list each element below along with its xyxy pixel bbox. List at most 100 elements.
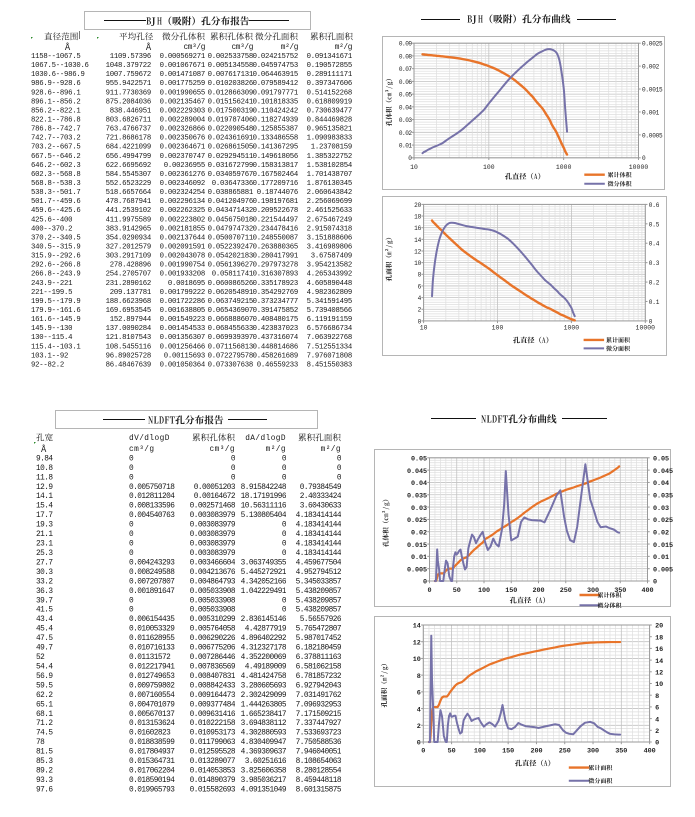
svg-text:0.209522678: 0.209522678 [253, 207, 298, 215]
svg-text:cm³/g: cm³/g [129, 445, 154, 454]
svg-text:803.6826711: 803.6826711 [105, 117, 150, 125]
svg-text:0.002289004: 0.002289004 [159, 117, 204, 125]
svg-text:875.2084036: 875.2084036 [105, 99, 150, 107]
svg-text:955.9422571: 955.9422571 [105, 80, 150, 88]
svg-text:0.010053329: 0.010053329 [129, 626, 175, 634]
svg-text:0.335178923: 0.335178923 [253, 280, 298, 288]
svg-text:0.133486558: 0.133486558 [253, 135, 298, 143]
svg-text:4.352200069: 4.352200069 [240, 654, 285, 662]
svg-text:3.985036217: 3.985036217 [240, 777, 285, 785]
svg-text:0.177209716: 0.177209716 [253, 180, 298, 188]
svg-text:18.17191996: 18.17191996 [240, 493, 285, 501]
svg-text:0.289111171: 0.289111171 [307, 71, 352, 79]
svg-text:4.605890448: 4.605890448 [307, 280, 352, 288]
svg-text:179.9--161.6: 179.9--161.6 [31, 307, 81, 315]
svg-text:0.043471432: 0.043471432 [207, 207, 252, 215]
svg-text:0.001990655: 0.001990655 [159, 89, 204, 97]
svg-text:5.438209857: 5.438209857 [295, 597, 340, 605]
svg-text:383.9142965: 383.9142965 [105, 226, 150, 234]
svg-text:43.4: 43.4 [36, 616, 53, 624]
svg-text:0.038865881: 0.038865881 [207, 189, 252, 197]
svg-text:33.2: 33.2 [36, 579, 53, 587]
svg-text:0.012811204: 0.012811204 [129, 493, 175, 501]
svg-text:0.001990754: 0.001990754 [159, 262, 204, 270]
svg-text:6.119191159: 6.119191159 [307, 316, 352, 324]
svg-text:0.012217941: 0.012217941 [129, 664, 175, 672]
svg-text:0.618809919: 0.618809919 [307, 99, 352, 107]
svg-text:0: 0 [231, 474, 235, 482]
svg-text:3.063749355: 3.063749355 [240, 560, 285, 568]
svg-text:17.7: 17.7 [36, 512, 53, 520]
svg-text:0.00164672: 0.00164672 [194, 493, 235, 501]
svg-text:250: 250 [559, 748, 571, 756]
svg-text:0.408480175: 0.408480175 [253, 316, 298, 324]
svg-text:4.481424758: 4.481424758 [240, 673, 285, 681]
svg-text:100: 100 [492, 324, 504, 331]
svg-text:0.012749653: 0.012749653 [129, 673, 175, 681]
svg-text:1.444263805: 1.444263805 [240, 701, 285, 709]
svg-text:21.1: 21.1 [36, 531, 53, 539]
svg-text:0.003083979: 0.003083979 [189, 550, 234, 558]
svg-text:0.010222158: 0.010222158 [189, 720, 234, 728]
svg-text:6.927942043: 6.927942043 [295, 683, 340, 691]
svg-text:0.002346092: 0.002346092 [159, 180, 204, 188]
svg-text:10.56311116: 10.56311116 [240, 503, 285, 511]
svg-text:1109.57396: 1109.57396 [109, 53, 150, 61]
svg-text:14: 14 [414, 236, 422, 243]
svg-text:0.045974753: 0.045974753 [253, 62, 298, 70]
svg-text:0: 0 [129, 597, 134, 605]
svg-text:0.18744076: 0.18744076 [257, 189, 298, 197]
svg-text:5.445272921: 5.445272921 [240, 569, 285, 577]
svg-text:0: 0 [281, 474, 285, 482]
svg-text:0.024215752: 0.024215752 [253, 53, 298, 61]
svg-text:0.013289077: 0.013289077 [189, 758, 234, 766]
svg-text:12.9: 12.9 [36, 484, 53, 492]
svg-text:0.001891647: 0.001891647 [129, 588, 175, 596]
svg-text:0.003083979: 0.003083979 [189, 531, 234, 539]
svg-text:59.5: 59.5 [36, 683, 53, 691]
svg-text:Å: Å [146, 42, 152, 53]
svg-text:0.0005: 0.0005 [642, 133, 663, 140]
svg-text:56.9: 56.9 [36, 673, 53, 681]
svg-text:4.896402292: 4.896402292 [240, 635, 285, 643]
svg-text:568.8--538.3: 568.8--538.3 [31, 180, 81, 188]
svg-text:18: 18 [414, 213, 422, 220]
svg-text:0: 0 [129, 531, 134, 539]
svg-text:8.451550383: 8.451550383 [307, 362, 352, 367]
svg-text:667.5--646.2: 667.5--646.2 [31, 153, 81, 161]
svg-text:dV/dlogD: dV/dlogD [129, 435, 170, 443]
svg-text:742.7--703.2: 742.7--703.2 [31, 135, 81, 143]
svg-text:18: 18 [655, 634, 663, 642]
svg-text:cm³/g: cm³/g [183, 42, 205, 51]
svg-text:Å: Å [41, 444, 47, 455]
svg-text:0.025: 0.025 [407, 517, 427, 525]
svg-text:0.003083979: 0.003083979 [189, 512, 234, 520]
svg-text:25.3: 25.3 [36, 550, 53, 558]
svg-text:5.438209857: 5.438209857 [295, 588, 340, 596]
svg-text:0.01602823: 0.01602823 [129, 730, 171, 738]
svg-text:65.1: 65.1 [36, 701, 53, 709]
svg-text:350: 350 [614, 587, 626, 595]
svg-text:822.1--786.8: 822.1--786.8 [31, 117, 81, 125]
svg-text:0: 0 [281, 522, 285, 530]
svg-text:6.581062158: 6.581062158 [295, 664, 340, 672]
svg-text:0.001356307: 0.001356307 [159, 334, 204, 342]
svg-text:0.002181855: 0.002181855 [159, 226, 204, 234]
svg-text:0.034059767: 0.034059767 [207, 171, 252, 179]
svg-text:703.2--667.5: 703.2--667.5 [31, 144, 81, 152]
svg-text:0.263880365: 0.263880365 [253, 244, 298, 252]
svg-text:0.001067671: 0.001067671 [159, 62, 204, 70]
svg-text:0.6: 0.6 [649, 201, 660, 208]
svg-text:5.987017452: 5.987017452 [295, 635, 340, 643]
svg-text:19.3: 19.3 [36, 522, 53, 530]
svg-text:200: 200 [533, 587, 545, 595]
svg-text:0: 0 [417, 740, 421, 748]
svg-text:0.001933208: 0.001933208 [159, 271, 204, 279]
svg-text:7.512551334: 7.512551334 [307, 343, 352, 351]
svg-text:684.4221099: 684.4221099 [105, 144, 150, 152]
svg-text:5.765472807: 5.765472807 [295, 626, 340, 634]
svg-text:1.23708159: 1.23708159 [311, 144, 352, 152]
svg-text:0.448814686: 0.448814686 [253, 343, 298, 351]
svg-text:400--370.2: 400--370.2 [31, 226, 72, 234]
svg-text:400: 400 [644, 748, 656, 756]
